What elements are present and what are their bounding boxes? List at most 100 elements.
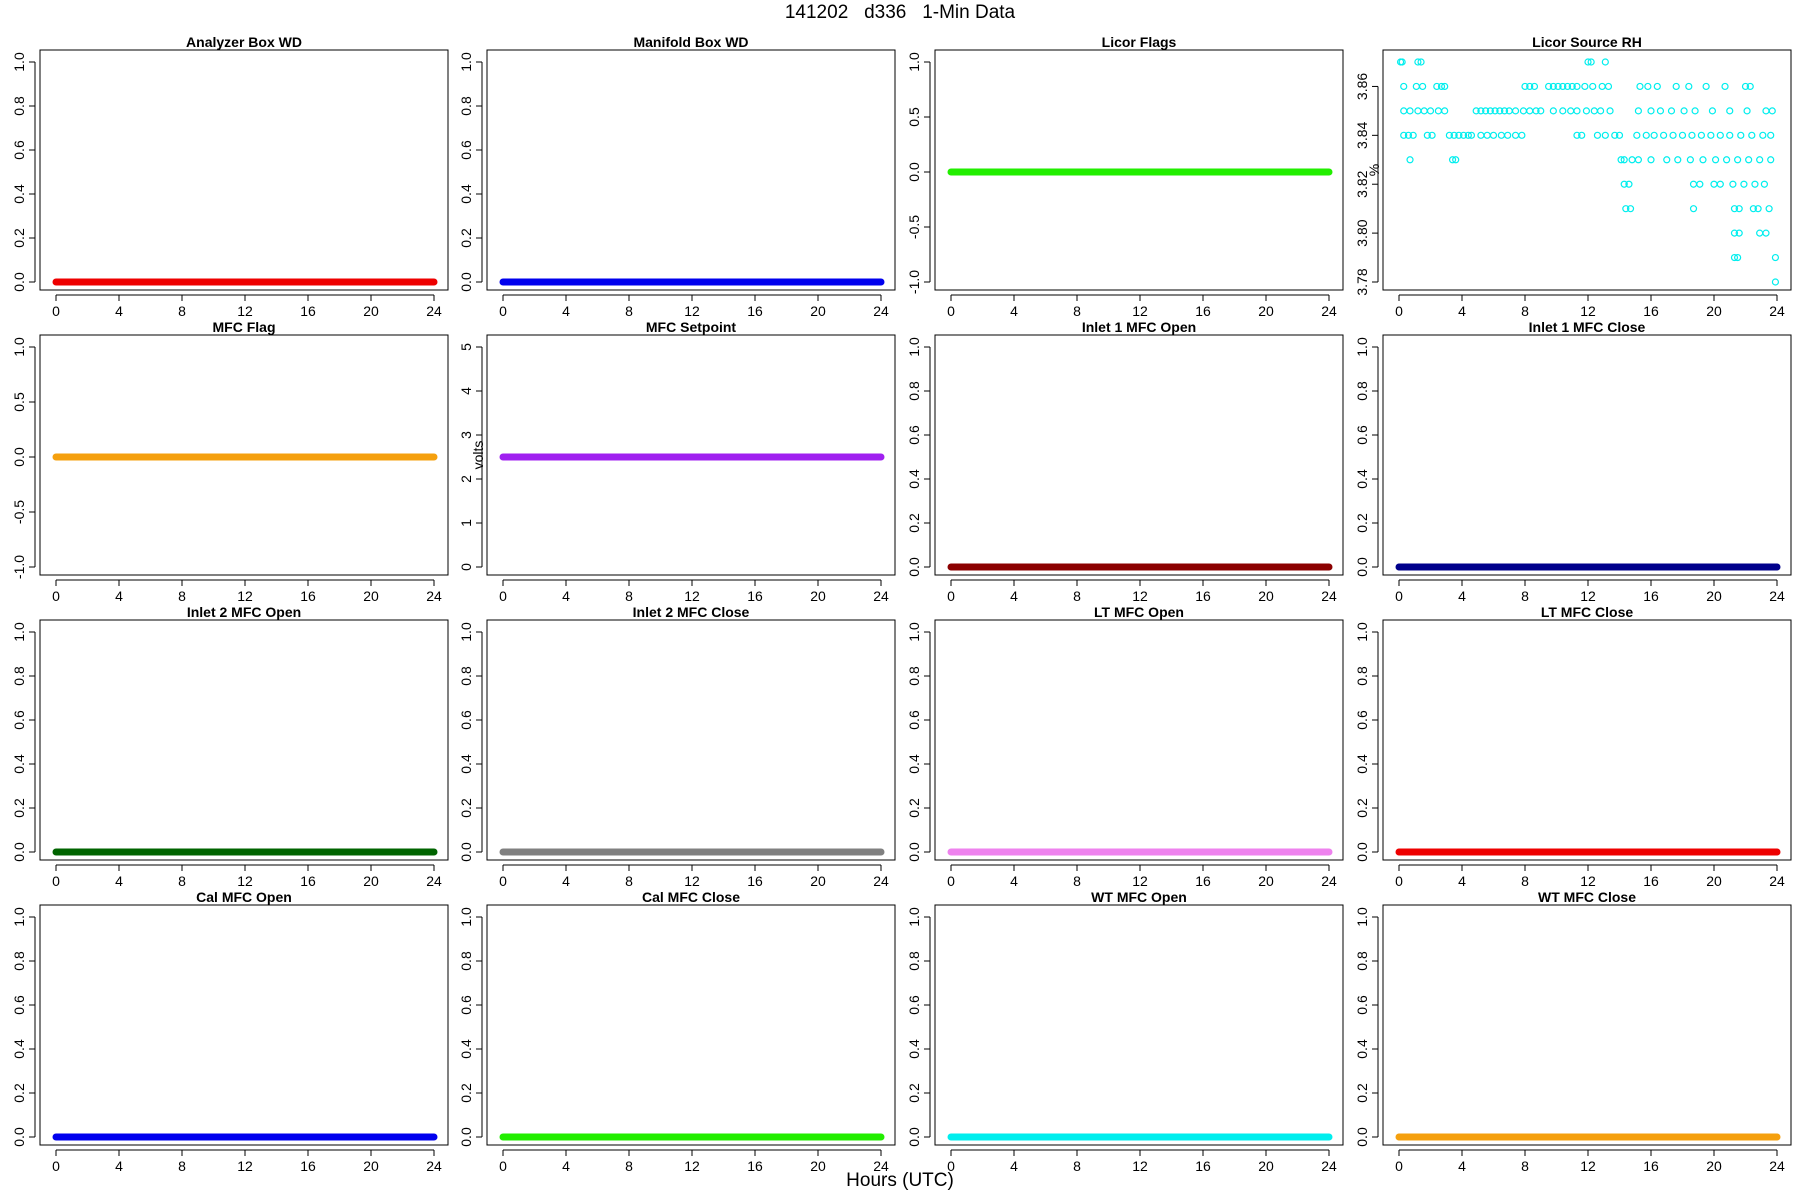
x-tick-label: 20	[810, 873, 826, 889]
x-tick-label: 0	[52, 588, 60, 604]
data-point	[1656, 107, 1665, 115]
data-point	[1598, 82, 1606, 91]
y-tick-label: 0.0	[906, 162, 922, 182]
panel-title: Inlet 2 MFC Close	[633, 604, 750, 620]
y-tick-label: 0.4	[11, 1039, 27, 1059]
data-point	[1729, 180, 1737, 188]
y-tick-label: -0.5	[11, 500, 27, 524]
data-point	[1445, 131, 1454, 139]
y-tick-label: 0.4	[458, 754, 474, 774]
panel-title: WT MFC Open	[1091, 889, 1187, 905]
plot-frame	[486, 904, 896, 1146]
x-tick-label: 12	[1580, 588, 1596, 604]
data-point	[1559, 107, 1567, 115]
x-tick-label: 4	[562, 303, 570, 319]
data-point	[1726, 131, 1734, 139]
x-tick-label: 0	[499, 1158, 507, 1174]
y-tick-label: 0.5	[11, 392, 27, 412]
x-tick-label: 24	[1321, 873, 1337, 889]
y-tick-label: 0.2	[906, 798, 922, 818]
panel-title: MFC Flag	[213, 319, 276, 335]
x-tick-label: 20	[1258, 588, 1274, 604]
data-point	[1567, 107, 1575, 115]
x-tick-label: 24	[1769, 1158, 1785, 1174]
y-tick-label: 0.6	[906, 995, 922, 1015]
data-point	[1759, 131, 1767, 139]
data-point	[1647, 107, 1655, 115]
y-tick-label: 0.2	[1354, 513, 1370, 533]
panel-5: MFC Flag 0 4 8 12 16 20 24 -1.0 -0.5 0.0 0.5 1.0	[11, 319, 449, 604]
y-tick-label: 0.4	[1354, 1039, 1370, 1059]
x-tick-label: 16	[300, 873, 316, 889]
y-tick-label: 3.82	[1354, 170, 1370, 197]
x-tick-label: 24	[873, 873, 889, 889]
data-point	[1406, 156, 1414, 164]
plot-frame	[1382, 49, 1792, 291]
data-point	[1626, 205, 1635, 213]
data-point	[1406, 107, 1414, 115]
panel-title: LT MFC Open	[1094, 604, 1184, 620]
data-point	[1760, 180, 1769, 188]
data-point	[1568, 82, 1576, 91]
data-point	[1573, 82, 1581, 91]
y-tick-label: 1.0	[1354, 337, 1370, 357]
y-tick-label: 0.8	[1354, 951, 1370, 971]
y-tick-label: 0.4	[11, 754, 27, 774]
data-point	[1497, 131, 1505, 139]
data-point	[1710, 180, 1718, 188]
y-tick-label: 0.2	[1354, 1083, 1370, 1103]
data-point	[1404, 131, 1413, 139]
data-point	[1689, 205, 1698, 213]
x-tick-label: 4	[1458, 873, 1466, 889]
data-point	[1417, 58, 1425, 66]
x-tick-label: 20	[810, 303, 826, 319]
data-point	[1771, 278, 1780, 286]
data-point	[1437, 82, 1446, 91]
data-point	[1685, 82, 1693, 91]
y-tick-label: 0.4	[458, 1039, 474, 1059]
y-tick-label: 1	[458, 519, 474, 527]
panel-11: LT MFC Open 0 4 8 12 16 20 24 0.0 0.2 0.4 0.6 0.8 1.0	[906, 604, 1344, 889]
y-tick-label: 4	[458, 387, 474, 395]
x-tick-label: 16	[1643, 588, 1659, 604]
x-tick-label: 4	[115, 873, 123, 889]
data-point	[1532, 107, 1540, 115]
x-tick-label: 0	[947, 1158, 955, 1174]
x-tick-label: 4	[1010, 303, 1018, 319]
data-point	[1762, 229, 1770, 237]
data-point	[1644, 82, 1652, 91]
y-tick-label: 0.2	[458, 228, 474, 248]
x-tick-label: 12	[684, 303, 700, 319]
y-tick-label: 3.80	[1354, 219, 1370, 246]
data-point	[1669, 131, 1677, 139]
data-point	[1593, 131, 1602, 139]
data-point	[1584, 58, 1592, 66]
data-point	[1754, 205, 1762, 213]
y-tick-label: 0.6	[458, 710, 474, 730]
x-tick-label: 0	[1395, 588, 1403, 604]
y-tick-label: 1.0	[458, 52, 474, 72]
x-tick-label: 16	[1643, 873, 1659, 889]
data-point	[1448, 156, 1457, 164]
x-tick-label: 16	[747, 588, 763, 604]
data-point	[1699, 156, 1707, 164]
data-point	[1582, 107, 1591, 115]
page-title: 141202 d336 1-Min Data	[784, 2, 1016, 23]
data-point	[1483, 131, 1491, 139]
data-point	[1633, 131, 1641, 139]
data-point	[1573, 131, 1581, 139]
data-point	[1441, 107, 1449, 115]
x-tick-label: 4	[115, 1158, 123, 1174]
data-point	[1768, 107, 1776, 115]
data-point	[1419, 82, 1427, 91]
data-point	[1748, 131, 1756, 139]
data-point	[1426, 107, 1435, 115]
y-tick-label: 0.0	[458, 272, 474, 292]
data-point	[1400, 131, 1408, 139]
y-tick-label: 0.0	[458, 1127, 474, 1147]
y-tick-label: 0.4	[1354, 469, 1370, 489]
x-tick-label: 16	[1195, 303, 1211, 319]
y-tick-label: 0.4	[906, 1039, 922, 1059]
data-point	[1573, 107, 1581, 115]
panel-title: WT MFC Close	[1538, 889, 1636, 905]
